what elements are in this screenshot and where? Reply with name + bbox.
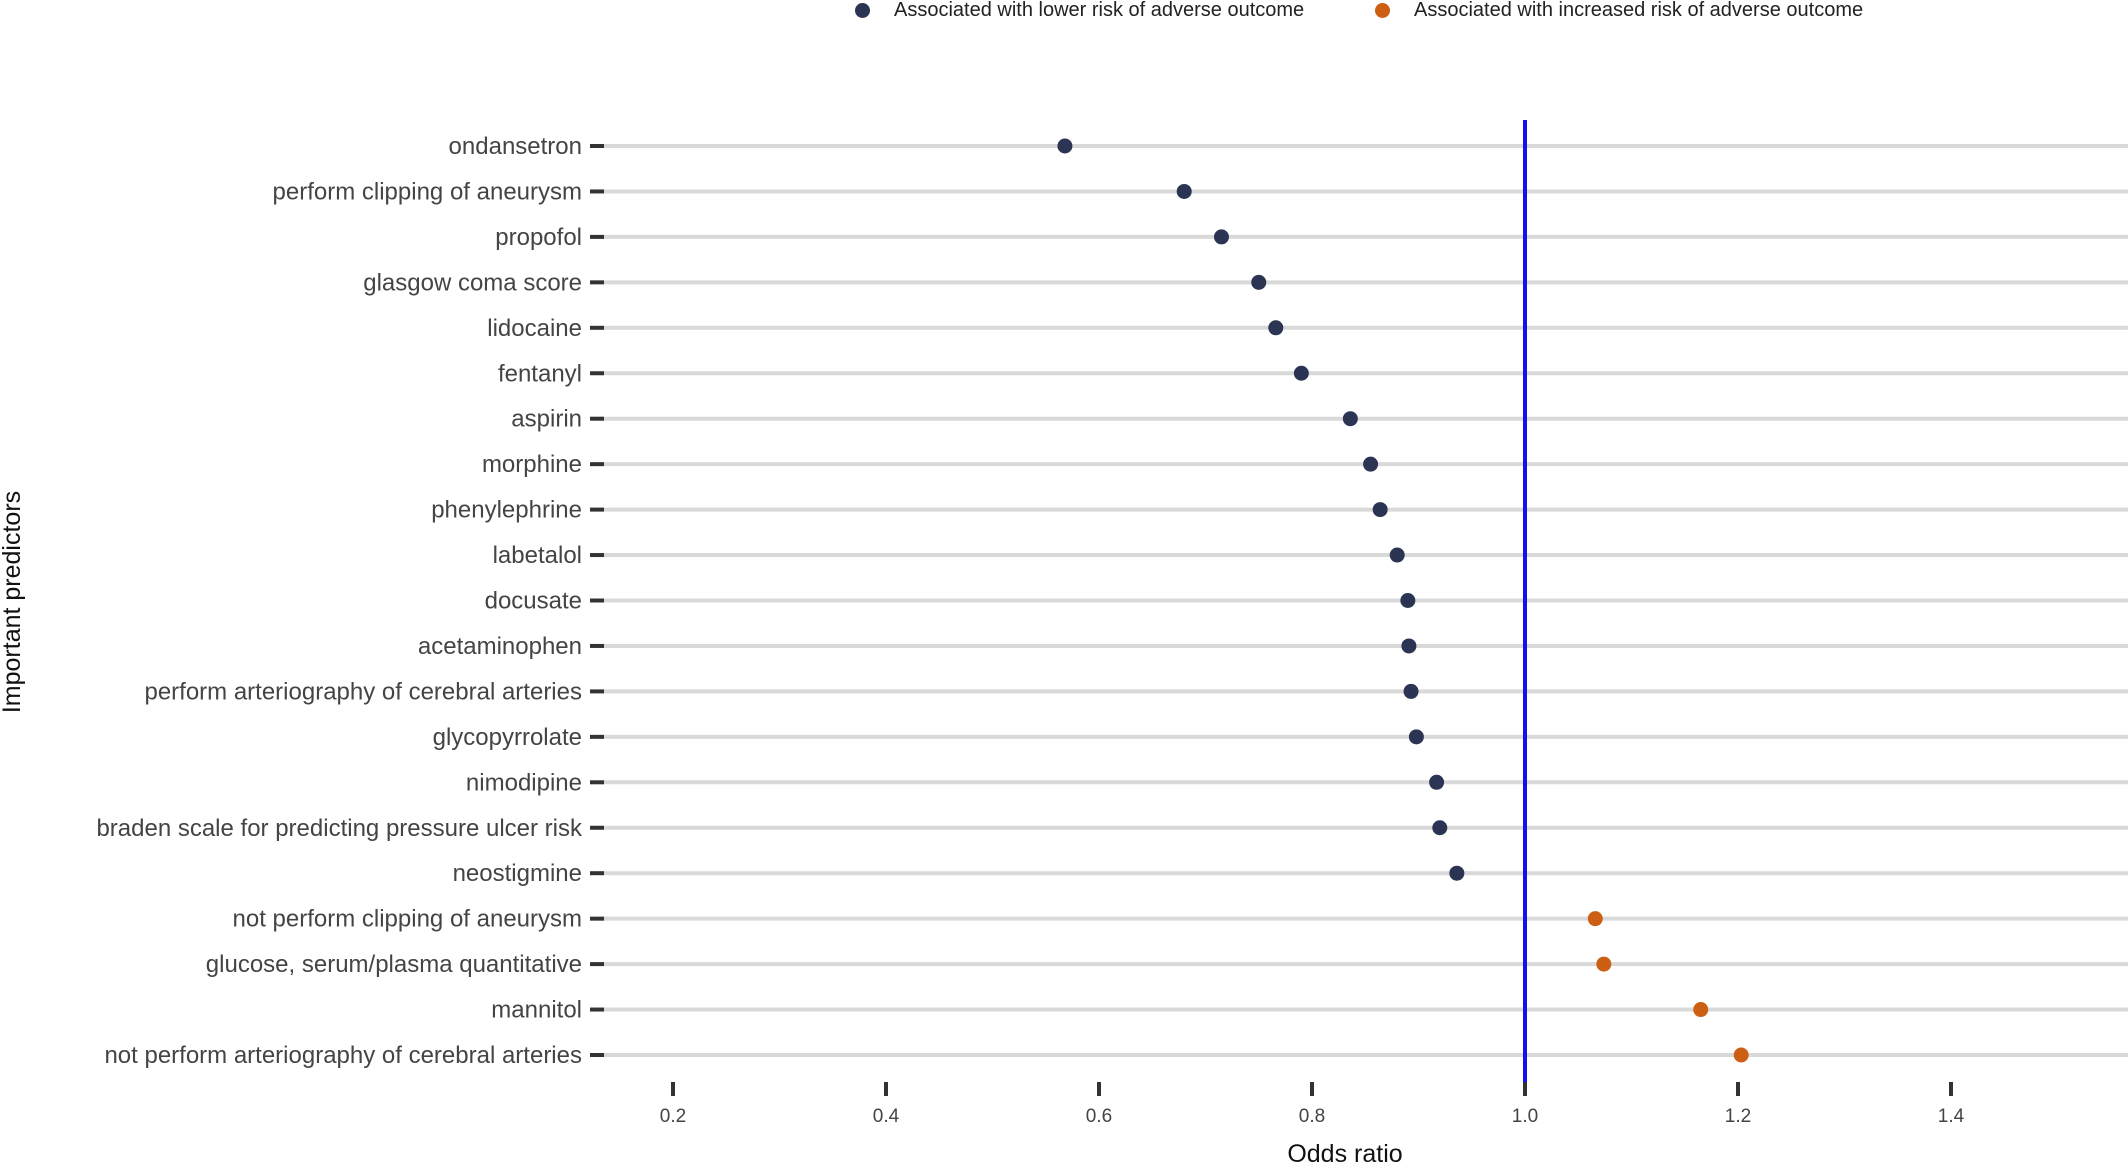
x-tick-label: 1.0 — [1512, 1106, 1538, 1127]
x-tick-label: 0.6 — [1086, 1106, 1112, 1127]
y-tick-label: ondansetron — [449, 133, 582, 160]
data-point-higher-risk — [1693, 1002, 1709, 1018]
y-tick-label: glasgow coma score — [363, 269, 582, 296]
y-axis-tick-labels: ondansetron perform clipping of aneurysm p… — [96, 133, 583, 1069]
data-point-lower-risk — [1403, 683, 1419, 699]
data-point-lower-risk — [1057, 138, 1073, 154]
y-tick-label: morphine — [482, 451, 582, 478]
x-axis-title: Odds ratio — [1287, 1140, 1402, 1165]
legend: Associated with lower risk of adverse ou… — [0, 0, 2128, 22]
x-tick-label: 0.2 — [660, 1106, 686, 1127]
legend-label-lower-risk: Associated with lower risk of adverse ou… — [894, 0, 1305, 21]
x-tick-label: 1.4 — [1938, 1106, 1965, 1127]
y-tick-label: aspirin — [511, 406, 582, 433]
data-point-lower-risk — [1401, 638, 1417, 654]
legend-item-lower-risk: Associated with lower risk of adverse ou… — [855, 0, 1304, 22]
y-tick-label: lidocaine — [487, 315, 582, 342]
y-tick-label: neostigmine — [453, 860, 582, 887]
y-tick-label: perform clipping of aneurysm — [273, 178, 582, 205]
data-point-higher-risk — [1733, 1047, 1749, 1063]
data-point-lower-risk — [1176, 183, 1192, 199]
data-point-lower-risk — [1372, 502, 1388, 518]
y-tick-label: glycopyrrolate — [433, 724, 582, 751]
y-tick-label: fentanyl — [498, 360, 582, 387]
y-tick-label: not perform clipping of aneurysm — [233, 906, 583, 933]
y-tick-label: labetalol — [493, 542, 582, 569]
data-point-lower-risk — [1342, 411, 1358, 427]
y-axis-title: Important predictors — [0, 491, 26, 713]
data-point-lower-risk — [1429, 774, 1445, 790]
data-point-lower-risk — [1363, 456, 1379, 472]
y-tick-label: braden scale for predicting pressure ulc… — [96, 815, 583, 842]
data-point-lower-risk — [1449, 865, 1465, 881]
data-point-lower-risk — [1432, 820, 1448, 836]
legend-item-increased-risk: Associated with increased risk of advers… — [1375, 0, 1863, 22]
x-axis-ticks: 0.2 0.4 0.6 0.8 1.0 1.2 1.4 — [660, 1082, 1965, 1127]
x-tick-label: 0.8 — [1299, 1106, 1325, 1127]
y-tick-label: docusate — [485, 588, 582, 615]
x-tick-label: 1.2 — [1725, 1106, 1751, 1127]
y-tick-label: phenylephrine — [431, 497, 582, 524]
data-point-higher-risk — [1596, 956, 1612, 972]
data-point-lower-risk — [1400, 593, 1416, 608]
y-tick-label: mannitol — [491, 997, 582, 1024]
y-tick-label: propofol — [495, 224, 582, 251]
data-point-lower-risk — [1268, 320, 1284, 336]
y-tick-label: perform arteriography of cerebral arteri… — [144, 678, 582, 705]
data-points — [1057, 138, 1749, 1063]
data-point-lower-risk — [1213, 229, 1229, 245]
data-point-lower-risk — [1251, 274, 1267, 290]
legend-dot-lower-risk — [855, 3, 870, 18]
data-point-lower-risk — [1389, 547, 1405, 563]
y-axis-ticks — [590, 144, 604, 1057]
y-tick-label: nimodipine — [466, 769, 582, 796]
x-tick-label: 0.4 — [873, 1106, 900, 1127]
legend-label-increased-risk: Associated with increased risk of advers… — [1414, 0, 1864, 21]
grid-lines — [600, 144, 2128, 1057]
data-point-lower-risk — [1293, 365, 1309, 381]
y-tick-label: glucose, serum/plasma quantitative — [206, 951, 582, 978]
y-tick-label: not perform arteriography of cerebral ar… — [104, 1042, 582, 1069]
data-point-higher-risk — [1587, 911, 1603, 927]
y-tick-label: acetaminophen — [418, 633, 582, 660]
data-point-lower-risk — [1408, 729, 1424, 745]
legend-dot-increased-risk — [1375, 3, 1390, 18]
